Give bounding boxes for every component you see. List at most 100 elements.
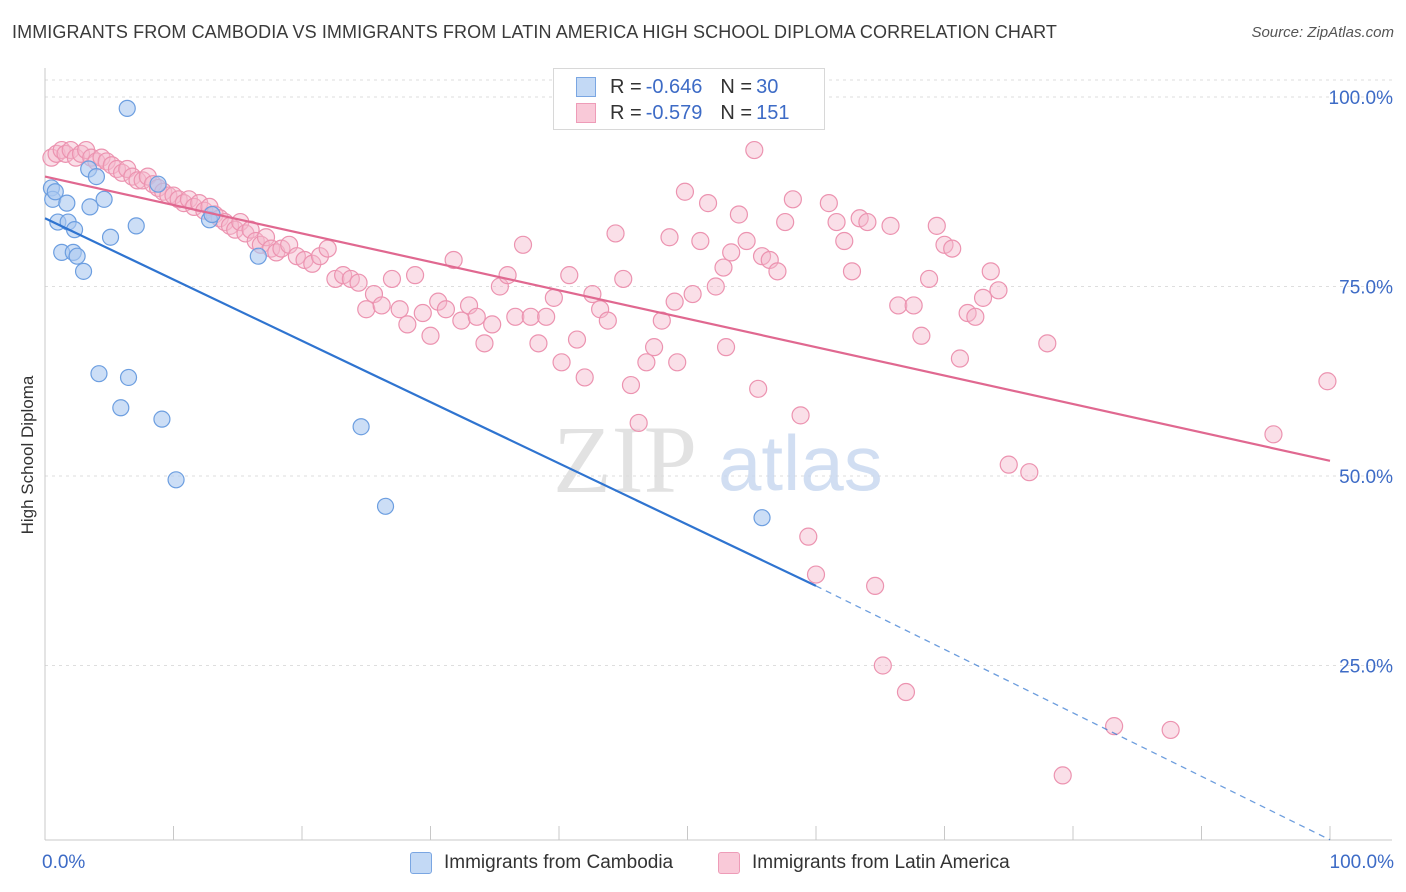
data-point-latin-america xyxy=(629,413,648,433)
data-point-latin-america xyxy=(842,262,862,281)
data-point-cambodia xyxy=(118,99,136,117)
data-point-latin-america xyxy=(698,194,718,213)
data-point-latin-america xyxy=(349,273,368,292)
data-point-cambodia xyxy=(167,471,185,489)
data-point-latin-america xyxy=(552,353,571,372)
legend-swatch-cambodia xyxy=(576,77,596,97)
legend-row-latin-america: R = -0.579 N = 151 xyxy=(576,100,793,126)
data-point-latin-america xyxy=(904,296,923,315)
data-point-cambodia xyxy=(376,497,395,515)
data-point-latin-america xyxy=(444,250,463,270)
data-point-cambodia xyxy=(95,190,113,208)
data-point-cambodia xyxy=(46,183,64,201)
data-point-cambodia xyxy=(87,167,106,186)
trendline-cambodia-extension xyxy=(815,585,1331,841)
data-point-cambodia xyxy=(753,509,771,527)
data-point-latin-america xyxy=(716,338,736,357)
legend-n-label: N = xyxy=(720,75,753,98)
data-point-latin-america xyxy=(521,307,540,326)
data-point-latin-america xyxy=(973,288,993,307)
data-point-latin-america xyxy=(943,239,962,258)
data-point-latin-america xyxy=(806,565,826,584)
data-point-latin-america xyxy=(544,288,563,307)
data-point-cambodia xyxy=(127,217,145,235)
watermark: ZIP atlas xyxy=(553,406,883,513)
data-point-latin-america xyxy=(529,334,548,353)
data-point-latin-america xyxy=(981,262,1000,281)
series-legend-cambodia[interactable]: Immigrants from Cambodia xyxy=(410,852,673,874)
stats-legend: R = -0.646 N = 30 R = -0.579 N = 151 xyxy=(553,68,825,130)
data-point-latin-america xyxy=(1020,463,1039,482)
data-point-latin-america xyxy=(660,228,679,247)
data-point-cambodia xyxy=(81,198,99,216)
data-point-latin-america xyxy=(889,296,908,315)
data-point-cambodia xyxy=(74,262,93,280)
data-point-latin-america xyxy=(318,239,337,258)
data-point-latin-america xyxy=(912,326,931,345)
data-point-latin-america xyxy=(567,330,587,349)
data-point-latin-america xyxy=(749,379,768,398)
data-point-latin-america xyxy=(858,212,877,232)
data-point-latin-america xyxy=(1038,334,1057,353)
data-point-latin-america xyxy=(683,284,702,304)
data-point-latin-america xyxy=(606,224,625,243)
watermark-atlas: atlas xyxy=(718,419,883,507)
data-point-latin-america xyxy=(873,656,892,675)
data-point-cambodia xyxy=(149,175,167,193)
trendline-latin-america xyxy=(44,175,1331,462)
series-legend-latin-america[interactable]: Immigrants from Latin America xyxy=(718,852,1010,874)
watermark-zip: ZIP xyxy=(553,406,697,513)
legend-n-value: 30 xyxy=(756,75,779,98)
data-point-cambodia xyxy=(68,247,86,265)
data-point-latin-america xyxy=(745,140,764,160)
data-point-latin-america xyxy=(737,231,756,251)
data-point-cambodia xyxy=(119,368,138,387)
data-point-latin-america xyxy=(303,254,322,273)
data-point-latin-america xyxy=(729,205,749,224)
data-point-latin-america xyxy=(506,307,525,326)
data-point-latin-america xyxy=(372,296,391,315)
data-point-latin-america xyxy=(827,212,846,232)
latin-america-points xyxy=(42,140,1337,785)
data-point-latin-america xyxy=(714,258,733,277)
data-point-latin-america xyxy=(950,349,970,368)
data-point-latin-america xyxy=(429,292,448,311)
data-point-cambodia xyxy=(153,410,171,428)
cambodia-points xyxy=(42,99,771,527)
legend-r-value: -0.579 xyxy=(645,101,703,124)
data-point-latin-america xyxy=(927,216,946,235)
trendline-cambodia xyxy=(44,217,817,587)
data-point-latin-america xyxy=(866,576,885,596)
trend-lines xyxy=(44,175,1331,841)
data-point-cambodia xyxy=(90,365,108,383)
data-point-cambodia xyxy=(352,418,370,436)
data-point-latin-america xyxy=(722,243,741,262)
data-point-latin-america xyxy=(691,231,710,251)
data-point-latin-america xyxy=(483,315,502,334)
data-point-latin-america xyxy=(999,455,1018,474)
data-point-latin-america xyxy=(436,300,456,319)
data-point-latin-america xyxy=(621,375,641,395)
series-legend-label: Immigrants from Latin America xyxy=(752,852,1010,873)
data-point-latin-america xyxy=(398,315,417,334)
grid-lines xyxy=(45,79,1392,666)
legend-r-label: R = xyxy=(610,101,642,124)
data-point-latin-america xyxy=(614,269,633,289)
data-point-latin-america xyxy=(390,300,409,319)
y-tick-label: 50.0% xyxy=(1339,467,1393,488)
data-point-cambodia xyxy=(249,247,267,265)
data-point-latin-america xyxy=(256,228,276,247)
data-point-cambodia xyxy=(101,228,120,246)
data-point-latin-america xyxy=(1161,720,1180,740)
data-point-latin-america xyxy=(768,262,787,281)
data-point-latin-america xyxy=(644,338,664,357)
source-label: Source: ZipAtlas.com xyxy=(1251,24,1394,41)
data-point-latin-america xyxy=(382,269,402,289)
legend-r-label: R = xyxy=(610,75,642,98)
data-point-latin-america xyxy=(513,235,533,254)
data-point-latin-america xyxy=(706,277,725,296)
data-point-latin-america xyxy=(560,266,579,285)
data-point-latin-america xyxy=(835,231,854,251)
data-point-latin-america xyxy=(1318,372,1337,391)
